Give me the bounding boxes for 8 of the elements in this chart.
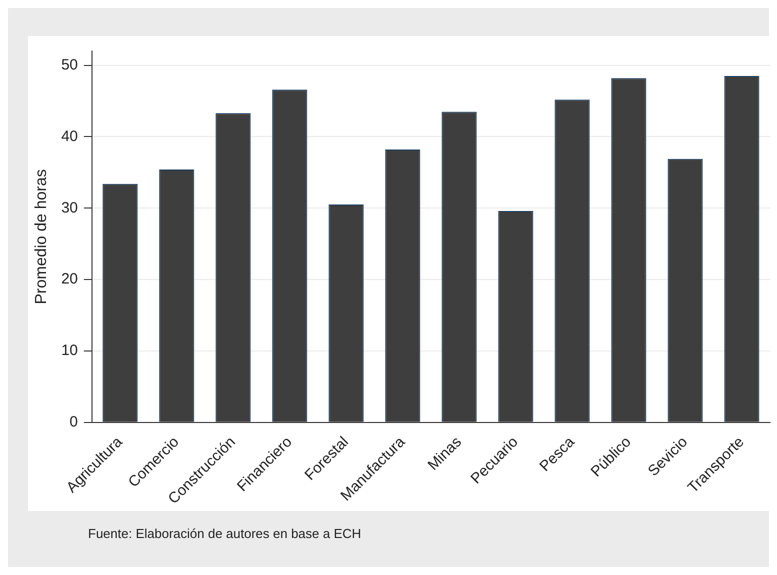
y-axis-title: Promedio de horas [33, 169, 50, 304]
source-note: Fuente: Elaboración de autores en base a ECH [88, 526, 362, 541]
y-tick-label: 20 [61, 270, 78, 288]
y-tick-label: 10 [61, 342, 78, 360]
y-tick-label: 30 [61, 199, 78, 216]
y-tick-label: 0 [70, 414, 78, 431]
y-tick-label: 50 [61, 56, 78, 74]
y-tick-label: 40 [61, 128, 78, 145]
